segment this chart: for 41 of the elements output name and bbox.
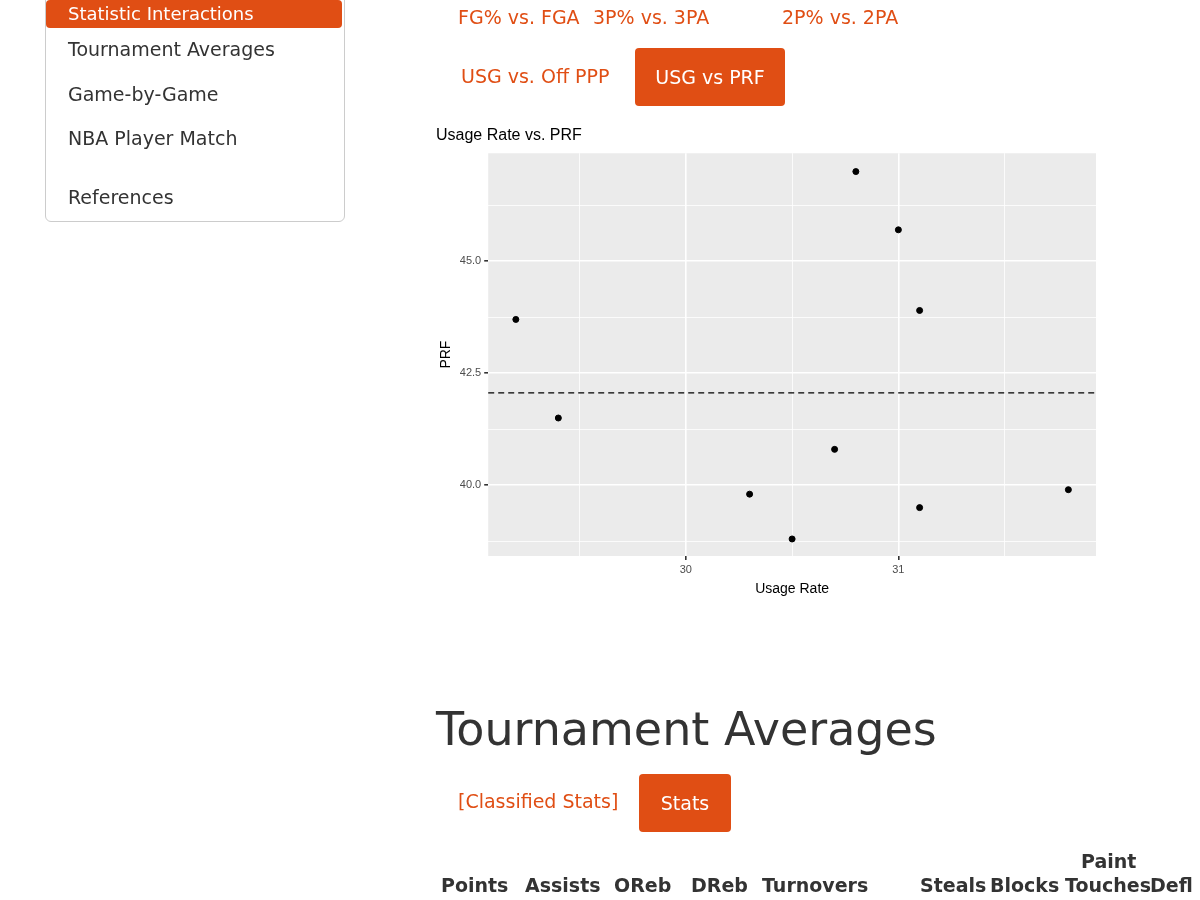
text: 3P% vs. 3PA xyxy=(593,6,710,29)
point xyxy=(916,504,924,512)
text: Defl xyxy=(1150,874,1193,897)
text: 2P% vs. 2PA xyxy=(782,6,899,29)
point xyxy=(852,168,860,176)
text: Statistic Interactions xyxy=(46,0,342,28)
text: Steals xyxy=(920,874,987,897)
text: USG vs PRF xyxy=(635,48,785,106)
y-axis-title: PRF xyxy=(437,340,454,369)
point xyxy=(746,490,754,498)
text: DReb xyxy=(691,874,748,897)
text: Points xyxy=(441,874,509,897)
y-tick-label: 45.0 xyxy=(459,254,482,267)
y-tick-label: 40.0 xyxy=(459,478,482,491)
chart-title: Usage Rate vs. PRF xyxy=(436,126,583,144)
point xyxy=(512,315,520,323)
x-tick-label: 30 xyxy=(679,562,692,575)
x-axis-title: Usage Rate xyxy=(755,580,830,597)
y-tick-label: 42.5 xyxy=(459,366,482,379)
text: USG vs. Off PPP xyxy=(461,65,610,88)
point xyxy=(916,306,924,314)
text: Paint xyxy=(1081,850,1137,873)
point xyxy=(894,226,902,234)
text: Tournament Averages xyxy=(68,38,275,61)
text: Assists xyxy=(525,874,601,897)
point xyxy=(788,535,796,543)
x-tick-label: 31 xyxy=(892,562,905,575)
point xyxy=(831,445,839,453)
text: Tournament Averages xyxy=(436,702,937,758)
text: [Classified Stats] xyxy=(458,790,619,813)
text: OReb xyxy=(614,874,672,897)
text: Game-by-Game xyxy=(68,83,219,106)
point xyxy=(1064,486,1072,494)
text: References xyxy=(68,186,174,209)
text: NBA Player Match xyxy=(68,127,238,150)
text: Touches xyxy=(1065,874,1151,897)
text: FG% vs. FGA xyxy=(458,6,580,29)
point xyxy=(554,414,562,422)
text: Stats xyxy=(639,774,731,832)
text: Blocks xyxy=(990,874,1060,897)
text: Turnovers xyxy=(762,874,869,897)
